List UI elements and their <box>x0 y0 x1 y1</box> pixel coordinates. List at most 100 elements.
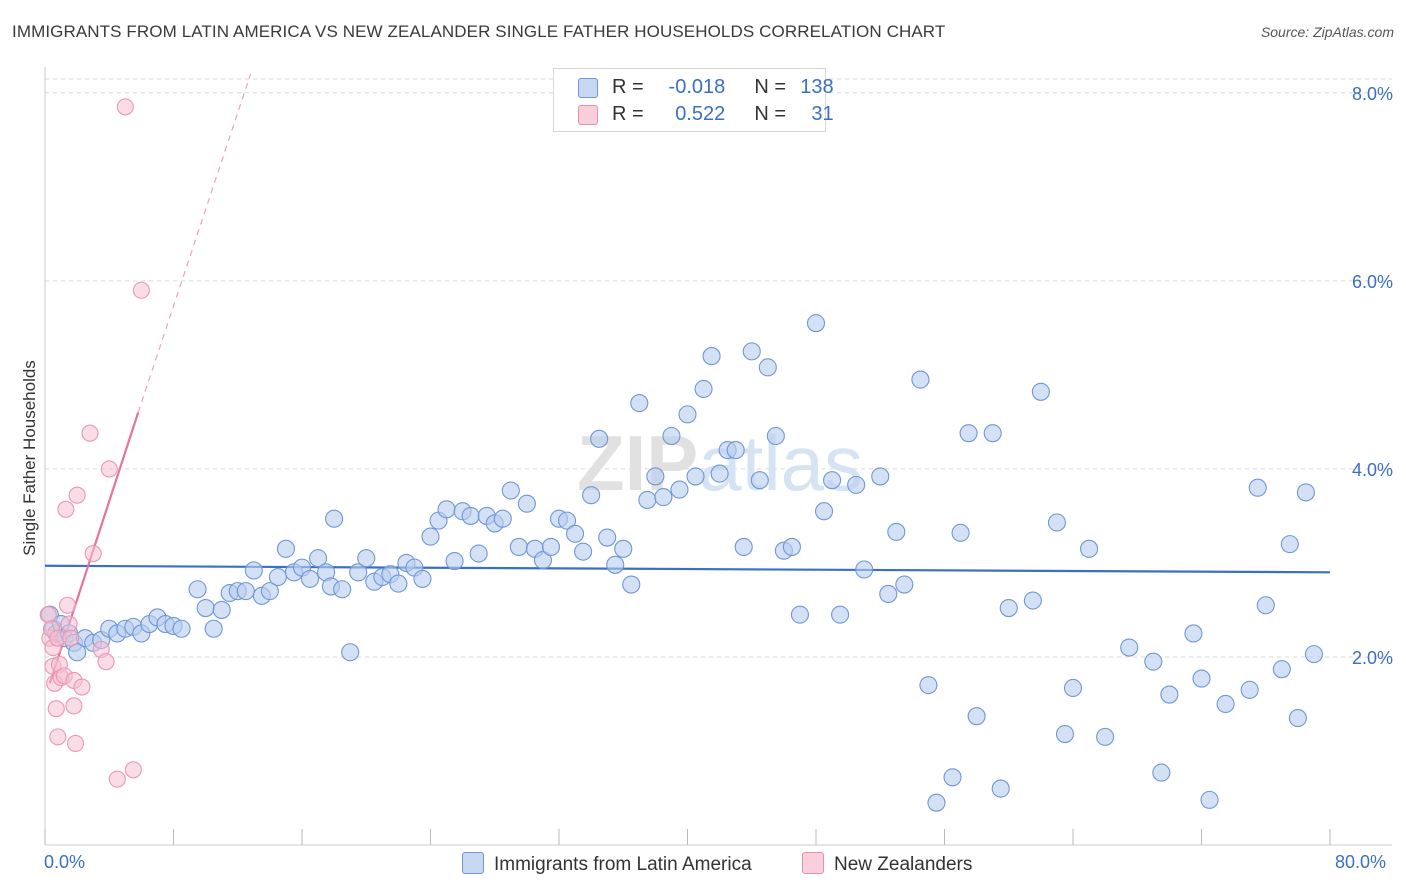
point-latin-america <box>1240 680 1259 699</box>
point-latin-america <box>991 779 1010 798</box>
x-tick-label-min: 0.0% <box>44 852 86 872</box>
point-latin-america <box>437 500 456 519</box>
point-latin-america <box>983 424 1002 443</box>
y-axis-title: Single Father Households <box>20 360 39 556</box>
point-new-zealanders <box>58 596 77 614</box>
point-latin-america <box>1063 678 1083 698</box>
point-latin-america <box>1256 596 1275 615</box>
point-latin-america <box>574 542 593 561</box>
point-new-zealanders <box>73 678 91 696</box>
legend-r-value-1: -0.018 <box>668 76 726 98</box>
y-tick-label: 4.0% <box>1352 460 1393 480</box>
legend-text-new-zealanders: R = 0.522 N = 31 <box>612 103 834 125</box>
point-latin-america <box>1288 709 1307 728</box>
point-new-zealanders <box>84 544 102 563</box>
point-latin-america <box>927 793 946 812</box>
point-latin-america <box>710 464 729 483</box>
point-latin-america <box>847 475 866 494</box>
point-latin-america <box>196 599 215 618</box>
point-new-zealanders <box>66 734 85 753</box>
point-latin-america <box>959 424 978 443</box>
point-latin-america <box>1192 669 1211 688</box>
point-latin-america <box>1296 483 1315 502</box>
point-latin-america <box>734 537 753 556</box>
point-latin-america <box>726 441 745 460</box>
point-latin-america <box>1031 382 1050 401</box>
point-latin-america <box>606 555 625 574</box>
point-latin-america <box>686 467 705 486</box>
point-latin-america <box>212 600 231 619</box>
point-latin-america <box>638 490 657 509</box>
point-latin-america <box>557 511 577 530</box>
point-latin-america <box>814 502 834 521</box>
legend-r-value-2: 0.522 <box>675 103 726 125</box>
point-latin-america <box>349 563 368 582</box>
point-latin-america <box>421 527 440 546</box>
point-latin-america <box>533 551 552 570</box>
point-latin-america <box>333 580 352 599</box>
point-latin-america <box>1272 660 1291 679</box>
point-latin-america <box>309 549 328 568</box>
point-latin-america <box>1120 638 1139 657</box>
point-new-zealanders <box>65 697 83 715</box>
point-latin-america <box>341 643 360 662</box>
point-latin-america <box>1055 725 1075 744</box>
point-latin-america <box>582 486 601 505</box>
point-latin-america <box>188 580 207 599</box>
bottom-legend-new-zealanders: New Zealanders <box>802 852 972 876</box>
bottom-legend-label-2: New Zealanders <box>834 854 973 875</box>
point-latin-america <box>1023 591 1042 610</box>
point-latin-america <box>172 619 191 638</box>
point-latin-america <box>1304 645 1323 664</box>
point-latin-america <box>541 537 561 556</box>
point-new-zealanders <box>68 486 86 504</box>
point-latin-america <box>1248 478 1267 497</box>
point-latin-america <box>276 539 295 558</box>
point-new-zealanders <box>108 770 126 788</box>
point-latin-america <box>268 567 287 587</box>
point-latin-america <box>1047 513 1066 532</box>
point-latin-america <box>887 522 906 541</box>
point-latin-america <box>831 605 850 624</box>
point-latin-america <box>1216 694 1235 714</box>
point-new-zealanders <box>49 728 67 746</box>
point-latin-america <box>622 575 641 594</box>
point-latin-america <box>1152 763 1171 782</box>
point-latin-america <box>413 569 432 588</box>
point-latin-america <box>1200 790 1219 809</box>
point-latin-america <box>204 619 223 638</box>
point-latin-america <box>325 509 344 528</box>
point-latin-america <box>357 549 376 568</box>
point-latin-america <box>630 394 649 413</box>
point-new-zealanders <box>81 424 99 442</box>
point-latin-america <box>871 467 890 486</box>
watermark: ZIPatlas <box>577 419 863 507</box>
bottom-legend-latin-america: Immigrants from Latin America <box>462 852 752 876</box>
point-latin-america <box>1080 539 1099 558</box>
point-latin-america <box>1160 685 1179 704</box>
point-latin-america <box>646 467 665 486</box>
point-new-zealanders <box>116 98 134 116</box>
point-new-zealanders <box>62 629 80 647</box>
point-latin-america <box>300 569 320 588</box>
legend-swatch-blue <box>578 78 598 98</box>
chart-title: IMMIGRANTS FROM LATIN AMERICA VS NEW ZEA… <box>12 22 946 41</box>
point-latin-america <box>469 544 488 563</box>
y-tick-label: 8.0% <box>1352 84 1393 104</box>
point-latin-america <box>614 539 633 558</box>
legend-n-value-1: 138 <box>800 76 834 98</box>
point-new-zealanders <box>132 281 150 299</box>
point-latin-america <box>501 481 520 500</box>
legend-n-value-2: 31 <box>811 103 834 125</box>
point-latin-america <box>1096 727 1115 746</box>
data-points <box>39 98 1323 812</box>
point-new-zealanders <box>39 606 57 624</box>
point-latin-america <box>590 429 609 448</box>
source-credit: Source: ZipAtlas.com <box>1260 24 1394 40</box>
point-latin-america <box>919 676 938 695</box>
point-latin-america <box>943 768 962 787</box>
point-latin-america <box>493 509 512 528</box>
point-latin-america <box>790 605 809 624</box>
point-latin-america <box>509 537 528 556</box>
